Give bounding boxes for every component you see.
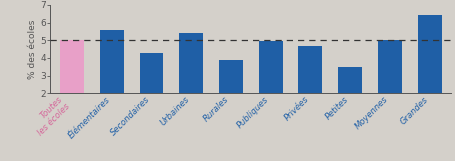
Bar	[338, 67, 361, 93]
Y-axis label: % des écoles: % des écoles	[28, 19, 37, 79]
Bar	[377, 40, 401, 93]
Bar	[417, 15, 440, 93]
Bar	[139, 53, 163, 93]
Bar	[298, 46, 322, 93]
Bar	[100, 30, 123, 93]
Bar	[179, 33, 202, 93]
Bar	[60, 40, 84, 93]
Bar	[218, 60, 243, 93]
Bar	[258, 41, 282, 93]
